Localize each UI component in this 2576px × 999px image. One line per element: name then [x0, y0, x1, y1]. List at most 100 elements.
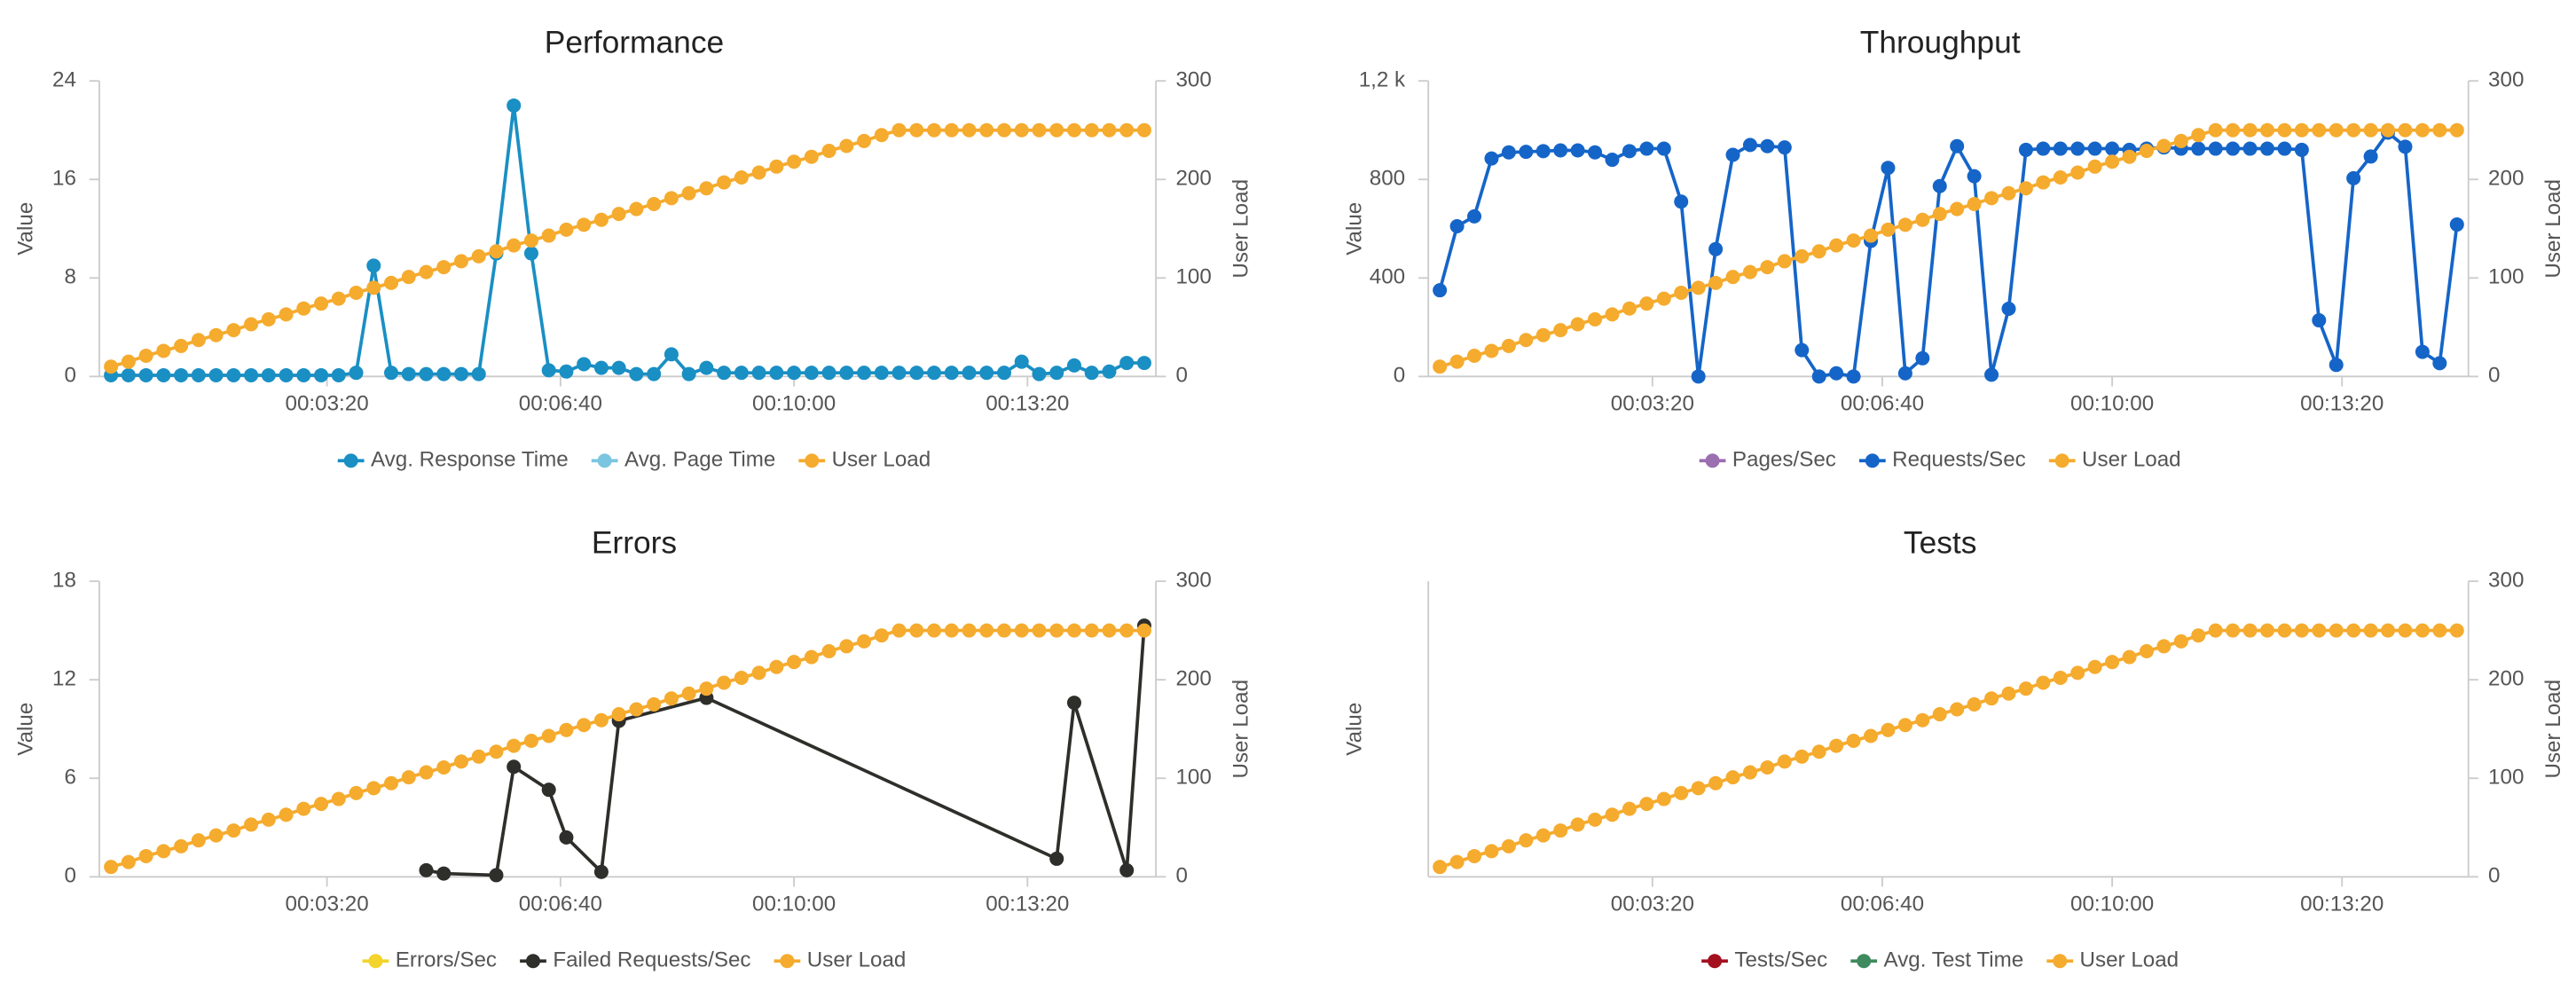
data-point	[1066, 696, 1081, 711]
data-point	[1846, 369, 1861, 384]
data-point	[2294, 142, 2309, 157]
data-point	[279, 307, 294, 322]
data-point	[436, 760, 452, 775]
legend-marker	[368, 954, 383, 969]
data-point	[1708, 275, 1724, 290]
data-point	[1102, 364, 1117, 379]
data-point	[296, 367, 311, 382]
y2-axis-label: User Load	[2541, 680, 2565, 779]
legend-item: Avg. Response Time	[337, 448, 569, 472]
data-point	[1622, 301, 1637, 316]
data-point	[2208, 122, 2223, 138]
data-point	[944, 623, 959, 638]
chart-title: Throughput	[1860, 26, 2021, 60]
data-point	[2018, 181, 2033, 196]
chart: Performance Value User Load 0 8 16 24 0 100 200 30…	[13, 26, 1253, 472]
y-axis-label: Value	[1343, 703, 1367, 756]
data-point	[1433, 283, 1448, 298]
data-point	[891, 623, 907, 638]
data-point	[1829, 238, 1844, 253]
data-point	[1501, 145, 1516, 160]
data-point	[1829, 366, 1844, 381]
legend-item: Requests/Sec	[1858, 448, 2026, 472]
data-point	[419, 366, 434, 382]
data-point	[1846, 233, 1861, 248]
data-point	[174, 838, 189, 853]
data-point	[717, 675, 732, 690]
data-point	[2053, 141, 2068, 156]
y2-tick-label: 100	[2488, 265, 2524, 289]
data-point	[1102, 623, 1117, 638]
data-point	[453, 754, 468, 769]
y2-tick-label: 300	[1175, 68, 1211, 92]
data-point	[1102, 122, 1117, 138]
data-point	[909, 366, 924, 381]
data-point	[489, 244, 504, 259]
data-point	[2381, 623, 2396, 638]
data-point	[104, 860, 119, 875]
legend-label: Avg. Response Time	[371, 448, 569, 472]
data-point	[2208, 141, 2223, 156]
data-point	[593, 360, 609, 375]
legend-marker	[597, 453, 612, 468]
y2-tick-label: 200	[2488, 667, 2524, 691]
data-point	[2415, 122, 2430, 138]
data-point	[1811, 369, 1826, 384]
data-point	[1708, 241, 1724, 256]
data-point	[1691, 369, 1706, 384]
legend-marker	[1865, 453, 1880, 468]
data-point	[611, 707, 626, 722]
data-point	[541, 228, 556, 243]
data-point	[979, 623, 994, 638]
legend-item: Failed Requests/Sec	[520, 948, 751, 972]
data-point	[2259, 122, 2274, 138]
data-point	[751, 165, 766, 180]
data-point	[1691, 781, 1706, 796]
legend-marker	[780, 954, 795, 969]
data-point	[121, 367, 136, 382]
data-point	[1449, 218, 1465, 233]
data-point	[156, 343, 171, 358]
data-point	[1119, 623, 1135, 638]
data-point	[1588, 812, 1603, 827]
data-point	[1484, 343, 1499, 358]
data-point	[1742, 264, 1757, 279]
legend-label: User Load	[807, 948, 907, 972]
data-point	[1725, 770, 1740, 785]
data-point	[2226, 623, 2241, 638]
data-point	[611, 207, 626, 222]
data-point	[647, 197, 662, 212]
series-line	[110, 628, 1144, 869]
data-point	[979, 122, 994, 138]
data-point	[1501, 838, 1516, 853]
data-point	[1915, 350, 1930, 366]
data-point	[226, 823, 241, 838]
data-point	[279, 367, 294, 382]
y-axis-label: Value	[13, 202, 37, 256]
y-tick-label: 18	[52, 569, 76, 593]
data-point	[2087, 159, 2102, 174]
data-point	[384, 366, 399, 381]
data-point	[1708, 775, 1724, 791]
data-point	[1984, 691, 1999, 706]
y-tick-label: 16	[52, 167, 76, 191]
chart: Errors Value User Load 0 6 12 18 0 100 200 300 00:0…	[13, 526, 1253, 972]
data-point	[1605, 807, 1620, 822]
legend-marker	[2054, 453, 2069, 468]
data-point	[1049, 623, 1064, 638]
data-point	[2191, 128, 2206, 143]
data-point	[2277, 141, 2292, 156]
x-tick-label: 00:06:40	[519, 391, 602, 415]
data-point	[1467, 848, 1482, 863]
data-point	[699, 360, 714, 375]
data-point	[787, 154, 802, 169]
data-point	[1760, 138, 1775, 153]
data-point	[156, 844, 171, 859]
x-tick-label: 00:13:20	[986, 892, 1069, 916]
data-point	[349, 785, 364, 800]
data-point	[191, 333, 206, 348]
data-point	[349, 285, 364, 300]
data-point	[962, 623, 977, 638]
x-tick-label: 00:03:20	[286, 391, 369, 415]
y2-tick-label: 0	[1175, 364, 1187, 388]
